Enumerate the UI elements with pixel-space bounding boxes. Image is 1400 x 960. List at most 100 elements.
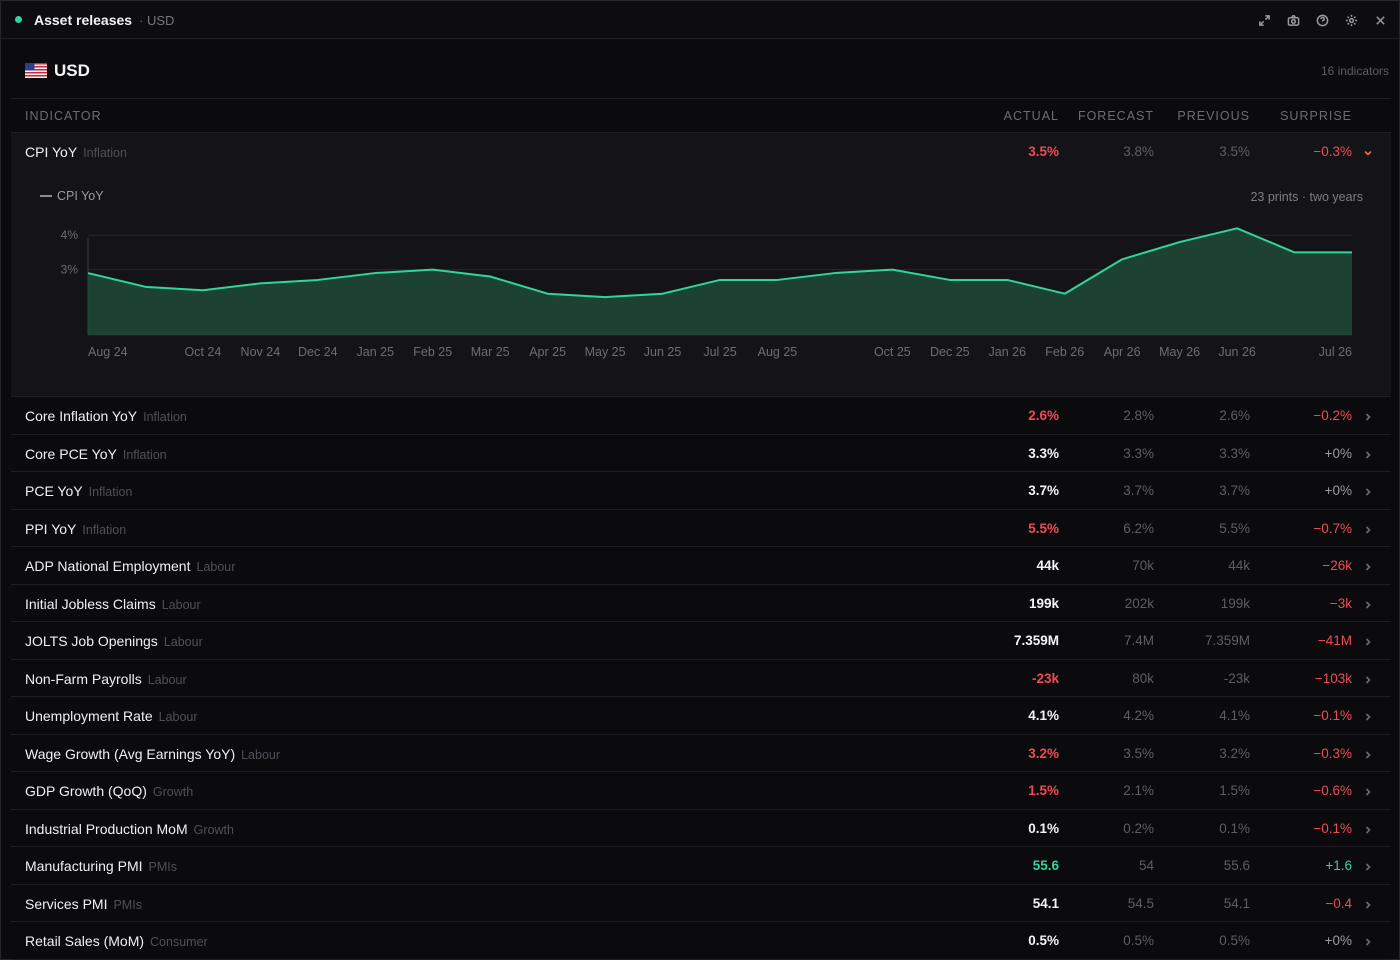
chevron-right-icon [1365, 413, 1371, 421]
expand-chevron[interactable] [1363, 784, 1373, 796]
previous-value: 2.6% [1219, 408, 1250, 423]
chevron-right-icon [1365, 825, 1371, 834]
close-icon [1375, 15, 1385, 25]
indicator-category: Labour [147, 672, 187, 687]
table-row[interactable]: JOLTS Job Openings Labour 7.359M 7.4M 7.359M… [11, 622, 1391, 660]
collapse-chevron[interactable] [1363, 145, 1373, 156]
chevron-right-icon [1365, 938, 1371, 946]
indicator-name-text: Retail Sales (MoM) [25, 933, 145, 949]
window-actions [1253, 9, 1391, 31]
actual-value: 2.6% [1028, 408, 1059, 423]
expand-chevron[interactable] [1363, 897, 1373, 909]
x-tick-label: Jul 25 [703, 345, 736, 359]
indicator-name-text: Core Inflation YoY [25, 408, 138, 424]
actual-value: 3.7% [1028, 483, 1059, 498]
surprise-value: −0.7% [1313, 520, 1352, 536]
expand-button[interactable] [1253, 9, 1275, 31]
expand-chevron[interactable] [1363, 597, 1373, 609]
indicator-name: Retail Sales (MoM) Consumer [25, 933, 208, 949]
forecast-value: 54.5 [1127, 895, 1154, 911]
indicator-name: PPI YoY Inflation [25, 521, 126, 537]
table-row[interactable]: Services PMI PMIs 54.1 54.5 54.1 −0.4 [11, 885, 1391, 922]
expand-chevron[interactable] [1363, 447, 1373, 459]
table-row[interactable]: Industrial Production MoM Growth 0.1% 0.2% 0… [11, 810, 1391, 847]
prints-summary: 23 prints · two years [1250, 190, 1363, 204]
x-tick-label: Dec 25 [930, 345, 970, 359]
expand-chevron[interactable] [1363, 747, 1373, 759]
x-tick-label: Feb 26 [1045, 345, 1084, 359]
indicator-name-text: PPI YoY [25, 520, 77, 537]
actual-value: 199k [1028, 595, 1059, 611]
expand-chevron[interactable] [1363, 822, 1373, 834]
window-title: Asset releases [34, 12, 133, 28]
x-tick-label: Oct 25 [874, 345, 911, 359]
table-row[interactable]: Retail Sales (MoM) Consumer 0.5% 0.5% 0.5% +0… [11, 922, 1391, 960]
forecast-value: 54 [1138, 858, 1154, 873]
column-previous: PREVIOUS [1177, 109, 1250, 123]
chevron-right-icon [1365, 788, 1371, 796]
indicator-name-text: PCE YoY [25, 483, 83, 499]
table-row[interactable]: GDP Growth (QoQ) Growth 1.5% 2.1% 1.5% −0.6% [11, 772, 1391, 810]
x-tick-label: May 25 [585, 345, 626, 359]
expand-chevron[interactable] [1363, 634, 1373, 646]
actual-value: 0.1% [1028, 820, 1059, 836]
previous-value: 54.1 [1223, 895, 1250, 911]
indicator-name: Non-Farm Payrolls Labour [25, 671, 187, 687]
chart-legend: CPI YoY [40, 189, 104, 203]
y-tick-label: 4% [61, 228, 79, 242]
x-tick-label: Apr 25 [529, 345, 566, 359]
indicator-category: Labour [163, 635, 203, 649]
table-row[interactable]: PPI YoY Inflation 5.5% 6.2% 5.5% −0.7% [11, 510, 1391, 547]
x-tick-label: Nov 24 [241, 345, 281, 359]
table-row[interactable]: Initial Jobless Claims Labour 199k 202k 199k… [11, 585, 1391, 622]
table-row[interactable]: Manufacturing PMI PMIs 55.6 54 55.6 +1.6 [11, 847, 1391, 885]
close-button[interactable] [1369, 9, 1391, 31]
expanded-row-cpi-yoy[interactable]: CPI YoY Inflation 3.5% 3.8% 3.5% −0.3% CP… [11, 133, 1391, 397]
table-row[interactable]: Non-Farm Payrolls Labour -23k 80k -23k −103k [11, 660, 1391, 697]
expand-chevron[interactable] [1363, 672, 1373, 684]
expand-chevron[interactable] [1363, 934, 1373, 946]
table-row[interactable]: PCE YoY Inflation 3.7% 3.7% 3.7% +0% [11, 472, 1391, 510]
screenshot-button[interactable] [1282, 9, 1304, 31]
us-flag-icon [25, 63, 47, 78]
x-tick-label: Aug 25 [758, 345, 798, 359]
help-icon [1316, 14, 1328, 26]
indicator-name-text: JOLTS Job Openings [25, 633, 158, 649]
chevron-right-icon [1365, 675, 1371, 684]
settings-button[interactable] [1340, 9, 1362, 31]
expand-chevron[interactable] [1363, 522, 1373, 534]
window-subtitle: · USD [139, 13, 175, 28]
expand-chevron[interactable] [1363, 709, 1373, 721]
table-row[interactable]: Unemployment Rate Labour 4.1% 4.2% 4.1% −0.1% [11, 697, 1391, 735]
surprise-value: −0.6% [1313, 783, 1352, 798]
expand-chevron[interactable] [1363, 559, 1373, 571]
cpi-chart: 4% 3% Aug 24 Oct 24 Nov 24 Dec 24 Jan 25 Feb 25… [61, 227, 1352, 359]
forecast-value: 6.2% [1123, 520, 1154, 536]
expand-chevron[interactable] [1363, 409, 1373, 421]
x-tick-label: Jan 25 [357, 345, 395, 359]
currency-header: USD 16 indicators [11, 40, 1391, 99]
help-button[interactable] [1311, 9, 1333, 31]
indicator-category: Growth [152, 785, 194, 799]
expand-chevron[interactable] [1363, 484, 1373, 496]
chevron-right-icon [1365, 750, 1371, 759]
surprise-value: −26k [1322, 558, 1352, 573]
actual-value: 7.359M [1013, 633, 1059, 648]
expand-chevron[interactable] [1363, 859, 1373, 871]
titlebar: Asset releases · USD [1, 1, 1399, 39]
indicator-category: Labour [158, 710, 198, 724]
indicator-name: Initial Jobless Claims Labour [25, 596, 201, 612]
table-row[interactable]: Core PCE YoY Inflation 3.3% 3.3% 3.3% +0% [11, 435, 1391, 472]
previous-value: 3.3% [1219, 445, 1250, 461]
surprise-value: −0.2% [1313, 408, 1352, 423]
currency-title: USD [54, 61, 90, 80]
actual-value: 5.5% [1028, 520, 1059, 536]
surprise-value: −41M [1317, 633, 1352, 648]
indicator-name: Core PCE YoY Inflation [25, 446, 167, 462]
previous-value: 3.5% [1219, 144, 1250, 159]
table-row[interactable]: ADP National Employment Labour 44k 70k 44k −2… [11, 547, 1391, 585]
table-row[interactable]: Core Inflation YoY Inflation 2.6% 2.8% 2.6% −… [11, 397, 1391, 435]
actual-value: 55.6 [1032, 858, 1059, 873]
table-row[interactable]: Wage Growth (Avg Earnings YoY) Labour 3.2%… [11, 735, 1391, 772]
forecast-value: 2.1% [1123, 783, 1154, 798]
